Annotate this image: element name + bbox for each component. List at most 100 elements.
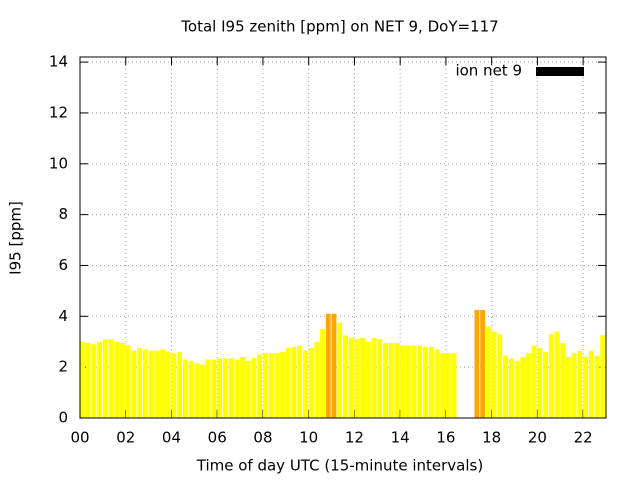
bar: [600, 335, 606, 418]
x-tick-label: 12: [345, 429, 364, 447]
bar: [177, 351, 183, 418]
bar: [171, 353, 177, 418]
bar: [302, 350, 308, 418]
bar: [325, 313, 331, 418]
bar: [160, 349, 165, 418]
bar: [297, 345, 303, 418]
bar: [154, 350, 160, 418]
bar: [102, 339, 108, 418]
bar: [188, 360, 194, 418]
x-tick-label: 22: [574, 429, 593, 447]
bar: [348, 337, 354, 418]
bar: [251, 358, 257, 418]
bar: [331, 313, 337, 418]
bar: [360, 337, 366, 418]
bar: [205, 359, 211, 418]
y-tick-label: 14: [49, 53, 68, 71]
bar: [440, 353, 446, 418]
bar: [577, 350, 583, 418]
bar: [114, 341, 120, 418]
bar: [377, 339, 383, 418]
y-tick-label: 12: [49, 103, 68, 121]
bar: [525, 353, 531, 418]
bar: [485, 326, 491, 418]
x-tick-label: 10: [299, 429, 318, 447]
bar: [537, 348, 543, 418]
bar: [560, 343, 566, 418]
bar: [240, 356, 245, 418]
bar: [451, 353, 457, 418]
bar: [411, 345, 417, 418]
bar: [508, 358, 514, 418]
bar: [594, 355, 600, 418]
x-tick-label: 16: [436, 429, 455, 447]
bar: [182, 359, 188, 418]
legend-swatch: [536, 67, 584, 76]
plot-border: [79, 56, 607, 419]
bar: [97, 341, 103, 418]
y-tick-label: 0: [58, 409, 68, 427]
bar: [314, 341, 320, 418]
bar: [354, 339, 360, 418]
bar: [571, 353, 577, 418]
bar: [417, 345, 423, 418]
bar: [434, 349, 440, 418]
y-tick-label: 6: [58, 256, 68, 274]
bar: [245, 360, 251, 418]
bar: [514, 360, 520, 418]
bar: [80, 341, 85, 418]
bar: [131, 350, 137, 418]
bar: [405, 345, 411, 418]
bar: [108, 339, 114, 418]
x-tick-label: 04: [162, 429, 181, 447]
bar: [583, 356, 588, 418]
bar: [137, 348, 143, 418]
bar: [394, 343, 400, 418]
bar: [211, 359, 217, 418]
x-tick-label: 18: [482, 429, 501, 447]
bar: [531, 345, 537, 418]
bar: [388, 343, 394, 418]
y-axis-label: I95 [ppm]: [7, 201, 25, 275]
x-axis-label: Time of day UTC (15-minute intervals): [196, 457, 483, 475]
bar: [91, 344, 97, 418]
bar: [588, 350, 594, 418]
bar: [257, 354, 263, 418]
legend-label: ion net 9: [455, 62, 522, 80]
bar: [85, 343, 91, 418]
bar: [371, 337, 377, 418]
bar: [291, 346, 297, 418]
bar: [474, 309, 480, 418]
bar: [274, 353, 280, 418]
bar: [268, 353, 274, 418]
x-tick-label: 14: [391, 429, 410, 447]
bar: [308, 348, 314, 418]
bar: [520, 356, 526, 418]
chart-title: Total I95 zenith [ppm] on NET 9, DoY=117: [180, 18, 498, 36]
bar: [228, 358, 234, 418]
x-tick-label: 20: [528, 429, 547, 447]
x-tick-label: 02: [116, 429, 135, 447]
bar: [548, 334, 554, 418]
x-tick-label: 06: [208, 429, 227, 447]
bar: [491, 331, 497, 418]
bar: [320, 329, 325, 418]
y-tick-label: 8: [58, 205, 68, 223]
bar: [497, 334, 503, 418]
bar: [543, 351, 548, 418]
bar: [285, 348, 291, 418]
bar: [165, 351, 171, 418]
bar: [428, 346, 434, 418]
bar: [423, 346, 428, 418]
bar: [337, 322, 343, 418]
y-tick-label: 4: [58, 307, 68, 325]
bar: [194, 363, 200, 418]
bar: [120, 343, 125, 418]
x-tick-label: 00: [70, 429, 89, 447]
bar: [148, 350, 154, 418]
bar: [365, 341, 371, 418]
bar: [234, 359, 240, 418]
bar: [480, 309, 486, 418]
